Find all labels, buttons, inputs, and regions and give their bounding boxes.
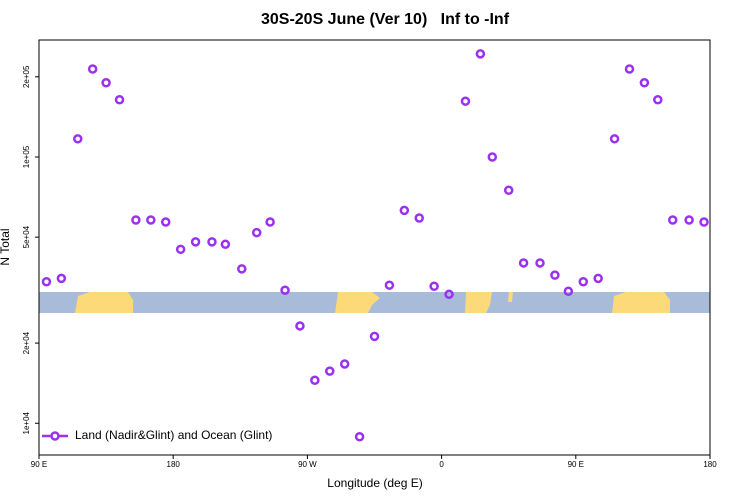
point <box>160 217 171 227</box>
point <box>503 185 514 196</box>
legend-label: Land (Nadir&Glint) and Ocean (Glint) <box>75 428 272 442</box>
point <box>295 321 305 331</box>
point <box>190 237 201 247</box>
point <box>41 276 52 287</box>
point <box>653 95 663 105</box>
point <box>563 286 574 297</box>
map-strip <box>39 292 710 313</box>
point <box>56 273 67 284</box>
point <box>265 217 275 227</box>
point <box>414 213 424 223</box>
legend-marker <box>50 431 60 441</box>
y-tick-label: 2e+04 <box>22 331 31 354</box>
point <box>339 359 350 369</box>
y-axis-title: N Total <box>0 228 12 265</box>
point <box>131 215 141 225</box>
point <box>146 215 156 225</box>
point <box>475 49 486 59</box>
x-tick-label: 180 <box>167 460 181 469</box>
x-axis-title: Longitude (deg E) <box>327 476 422 490</box>
y-tick-label: 2e+05 <box>22 65 31 88</box>
point <box>325 366 335 376</box>
y-tick-label: 1e+05 <box>22 145 31 168</box>
point <box>609 134 620 144</box>
point <box>207 237 217 247</box>
x-tick-label: 180 <box>703 460 717 469</box>
x-tick-label: 90 W <box>298 460 317 469</box>
point <box>667 215 678 225</box>
point <box>220 239 231 250</box>
point <box>593 273 603 284</box>
point <box>237 264 247 274</box>
point <box>460 96 471 106</box>
point <box>73 134 83 144</box>
chart-title: 30S-20S June (Ver 10) Inf to -Inf <box>261 11 510 28</box>
point <box>101 78 111 88</box>
point <box>87 64 98 74</box>
point <box>444 289 454 300</box>
plot-frame <box>38 39 711 456</box>
point <box>114 95 125 105</box>
x-tick-label: 90 E <box>568 460 584 469</box>
y-tick-label: 5e+04 <box>22 225 31 248</box>
point <box>684 215 694 225</box>
point <box>354 431 365 442</box>
point <box>699 217 709 227</box>
point <box>429 281 439 292</box>
point <box>280 285 290 295</box>
point <box>578 276 589 287</box>
point <box>487 152 498 162</box>
point <box>384 280 395 290</box>
y-tick-label: 1e+04 <box>22 411 31 434</box>
point <box>310 375 320 386</box>
point <box>535 258 545 268</box>
point <box>550 270 560 280</box>
x-tick-label: 90 E <box>31 460 47 469</box>
point <box>518 258 529 268</box>
point <box>624 64 635 74</box>
point <box>175 244 186 255</box>
point <box>369 331 380 342</box>
point <box>251 227 262 238</box>
x-tick-label: 0 <box>439 460 444 469</box>
point <box>399 205 410 216</box>
point <box>639 78 650 88</box>
